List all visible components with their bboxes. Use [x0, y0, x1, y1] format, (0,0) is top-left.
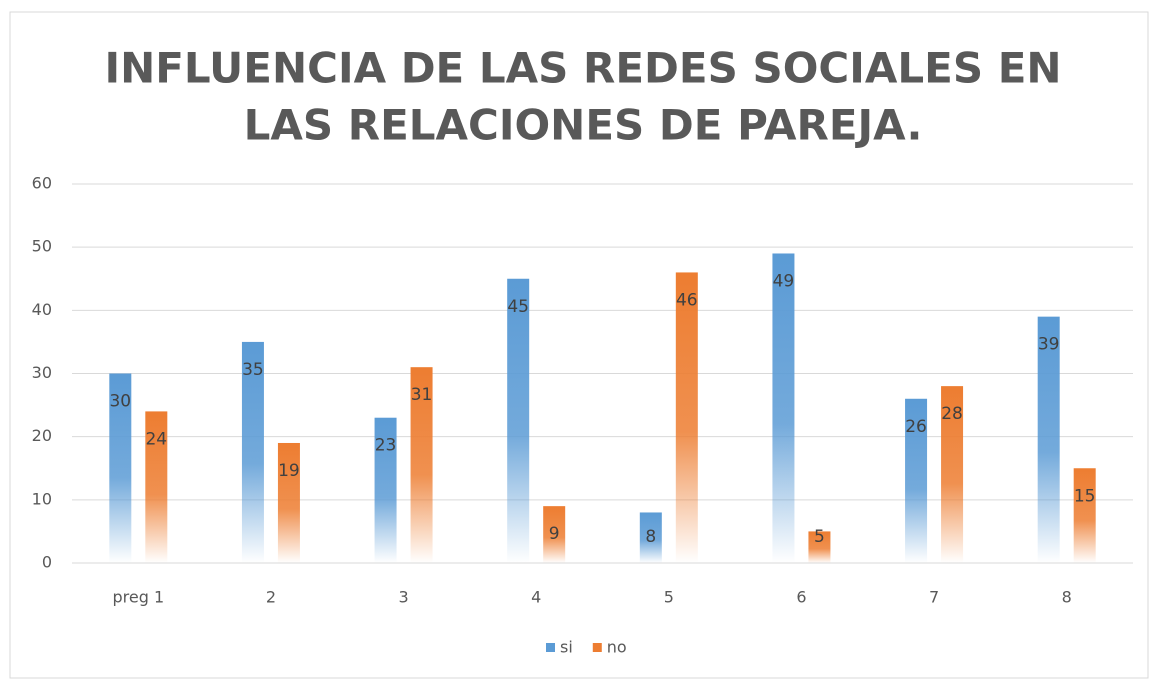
data-label: 24 — [145, 429, 167, 449]
x-tick-label: 4 — [531, 588, 541, 607]
bar — [109, 373, 132, 563]
bar — [1037, 316, 1060, 563]
y-tick-label: 40 — [32, 300, 52, 319]
bar — [675, 272, 698, 563]
bar — [941, 386, 964, 563]
data-label: 46 — [676, 290, 698, 310]
bar — [543, 506, 566, 563]
data-label: 45 — [507, 297, 529, 317]
bar — [241, 341, 264, 563]
bar — [507, 278, 530, 563]
bar — [905, 398, 928, 563]
x-tick-label: 5 — [664, 588, 674, 607]
x-tick-label: 7 — [929, 588, 939, 607]
y-tick-label: 60 — [32, 174, 52, 193]
bar — [639, 512, 662, 563]
y-tick-label: 20 — [32, 426, 52, 445]
y-tick-label: 30 — [32, 363, 52, 382]
data-label: 26 — [905, 417, 927, 437]
data-label: 15 — [1074, 486, 1096, 506]
data-label: 19 — [278, 461, 300, 481]
legend-label: no — [607, 638, 627, 657]
bar — [145, 411, 168, 563]
bar — [1073, 468, 1096, 563]
y-tick-label: 0 — [42, 553, 52, 572]
legend-swatch — [592, 643, 602, 652]
data-label: 23 — [375, 436, 397, 456]
bar — [772, 253, 795, 563]
legend-swatch — [546, 643, 555, 652]
chart-title: INFLUENCIA DE LAS REDES SOCIALES EN — [104, 44, 1061, 93]
bar — [374, 417, 397, 563]
y-tick-label: 50 — [32, 237, 52, 256]
x-tick-label: 8 — [1062, 588, 1072, 607]
x-tick-label: 2 — [266, 588, 276, 607]
data-label: 35 — [242, 360, 264, 380]
data-label: 8 — [645, 527, 656, 547]
x-tick-label: preg 1 — [112, 588, 164, 607]
data-label: 28 — [941, 404, 963, 424]
data-label: 39 — [1038, 335, 1060, 355]
chart-title: LAS RELACIONES DE PAREJA. — [244, 101, 923, 150]
x-tick-label: 3 — [398, 588, 408, 607]
x-tick-label: 6 — [796, 588, 806, 607]
legend-label: si — [560, 638, 573, 657]
data-label: 30 — [109, 392, 131, 412]
bar — [277, 442, 300, 563]
bar — [808, 531, 831, 563]
data-label: 5 — [814, 527, 825, 547]
data-label: 49 — [773, 271, 795, 291]
data-label: 9 — [549, 524, 560, 544]
data-label: 31 — [411, 385, 433, 405]
bar — [410, 367, 433, 563]
chart-frame — [9, 11, 1149, 679]
y-tick-label: 10 — [32, 489, 52, 508]
